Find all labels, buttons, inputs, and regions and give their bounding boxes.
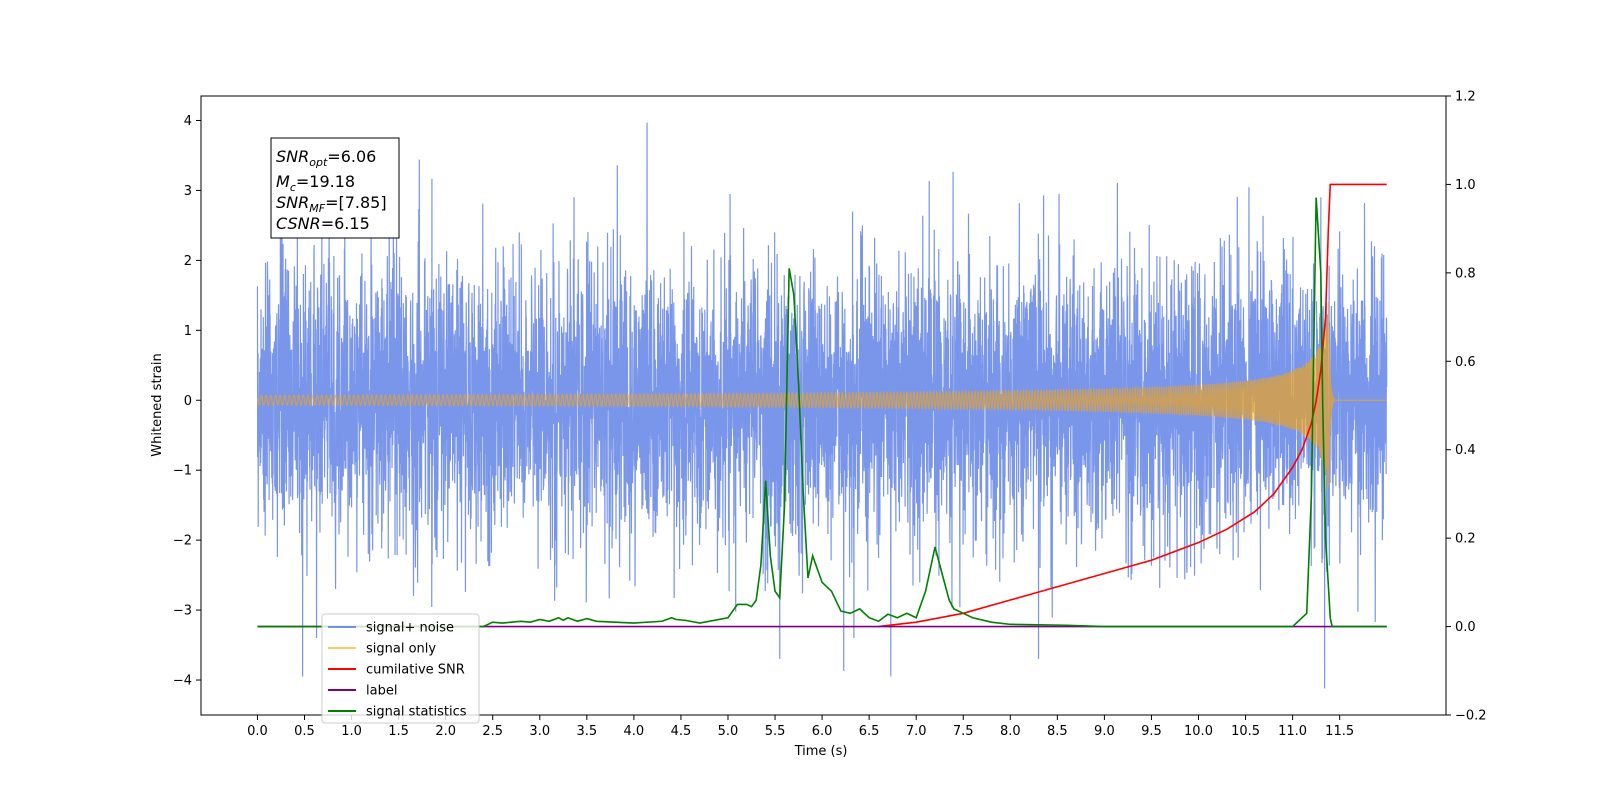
plot-area [256, 122, 1388, 689]
legend-entry: cumilative SNR [366, 663, 465, 678]
x-tick-label: 9.5 [1141, 724, 1162, 739]
x-tick-label: 11.0 [1278, 724, 1307, 739]
annotation-symbol: M [276, 172, 290, 191]
y-axis-label: Whitened strain [150, 353, 165, 456]
annotation-value: =19.18 [296, 172, 355, 191]
legend-entry: signal only [366, 642, 436, 657]
annotation-symbol: SNR [276, 193, 309, 212]
x-tick-label: 0.0 [247, 724, 268, 739]
annotation-line: SNRMF=[7.85] [276, 193, 387, 215]
annotation-subscript: MF [309, 202, 325, 215]
series-0 [256, 122, 1388, 689]
y2-tick-label: 0.2 [1455, 532, 1476, 547]
legend-entry: signal+ noise [366, 621, 454, 636]
y-tick-label: −3 [173, 604, 192, 619]
signal-statistics-line [257, 197, 1387, 628]
signal-only-line [256, 302, 1387, 489]
annotation-line: Mc=19.18 [276, 172, 355, 194]
y2-tick-label: 0.0 [1455, 620, 1476, 635]
annotation-symbol: SNR [276, 147, 309, 166]
y2-tick-label: 0.8 [1455, 266, 1476, 281]
y-axis-right: −0.2 0.0 0.2 0.4 0.6 0.8 1.0 1.2 [1446, 90, 1487, 724]
annotation-frame [270, 137, 400, 239]
x-tick-label: 4.0 [624, 724, 645, 739]
plot-frame [200, 95, 1447, 716]
x-axis-label: Time (s) [794, 744, 848, 759]
annotation-subscript: opt [309, 156, 328, 169]
x-tick-label: 8.0 [1000, 724, 1021, 739]
annotation-line: CSNR=6.15 [276, 214, 370, 233]
y-tick-label: 4 [184, 114, 192, 129]
x-tick-label: 7.0 [906, 724, 927, 739]
x-tick-label: 5.0 [718, 724, 739, 739]
x-tick-label: 2.5 [482, 724, 503, 739]
annotation-line: SNRopt=6.06 [276, 147, 376, 169]
series-1 [256, 302, 1387, 489]
legend: signal+ noise signal only cumilative SNR la… [321, 613, 480, 724]
series-4 [257, 197, 1387, 628]
y-tick-label: −4 [173, 674, 192, 689]
x-tick-label: 4.5 [671, 724, 692, 739]
y2-tick-label: 1.0 [1455, 178, 1476, 193]
y-axis-left: −4 −3 −2 −1 0 1 2 3 4 [173, 114, 201, 689]
y2-tick-label: −0.2 [1455, 709, 1487, 724]
x-tick-label: 6.0 [812, 724, 833, 739]
y-tick-label: 2 [184, 254, 192, 269]
y2-tick-label: 1.2 [1455, 90, 1476, 105]
annotation-symbol: CSNR [276, 214, 321, 233]
x-tick-label: 1.5 [388, 724, 409, 739]
legend-entry: signal statistics [366, 705, 467, 720]
signal-noise-line [256, 122, 1388, 689]
legend-entry: label [366, 684, 397, 699]
x-tick-label: 11.5 [1325, 724, 1354, 739]
legend-frame [321, 613, 480, 724]
y-tick-label: −1 [173, 464, 192, 479]
y-tick-label: 3 [184, 184, 192, 199]
series-2 [878, 183, 1387, 628]
x-tick-label: 10.0 [1184, 724, 1213, 739]
x-tick-label: 8.5 [1047, 724, 1068, 739]
x-tick-label: 5.5 [765, 724, 786, 739]
x-tick-label: 9.0 [1094, 724, 1115, 739]
annotation-value: =6.15 [321, 214, 370, 233]
x-tick-label: 7.5 [953, 724, 974, 739]
x-tick-label: 3.0 [529, 724, 550, 739]
y-tick-label: −2 [173, 534, 192, 549]
x-tick-label: 6.5 [859, 724, 880, 739]
x-tick-label: 1.0 [341, 724, 362, 739]
y-tick-label: 0 [184, 394, 192, 409]
x-tick-label: 10.5 [1231, 724, 1260, 739]
x-axis: 0.0 0.5 1.0 1.5 2.0 2.5 3.0 3.5 4.0 4.5 5.0 5.5 6.0 6… [247, 715, 1354, 739]
annotation-value: =[7.85] [325, 193, 387, 212]
x-tick-label: 3.5 [576, 724, 597, 739]
annotation-subscript: c [290, 181, 296, 194]
cumulative-snr-line [878, 183, 1387, 628]
y2-tick-label: 0.6 [1455, 355, 1476, 370]
y-tick-label: 1 [184, 324, 192, 339]
y2-tick-label: 0.4 [1455, 443, 1476, 458]
x-tick-label: 0.5 [294, 724, 315, 739]
annotation-value: =6.06 [327, 147, 376, 166]
x-tick-label: 2.0 [435, 724, 456, 739]
